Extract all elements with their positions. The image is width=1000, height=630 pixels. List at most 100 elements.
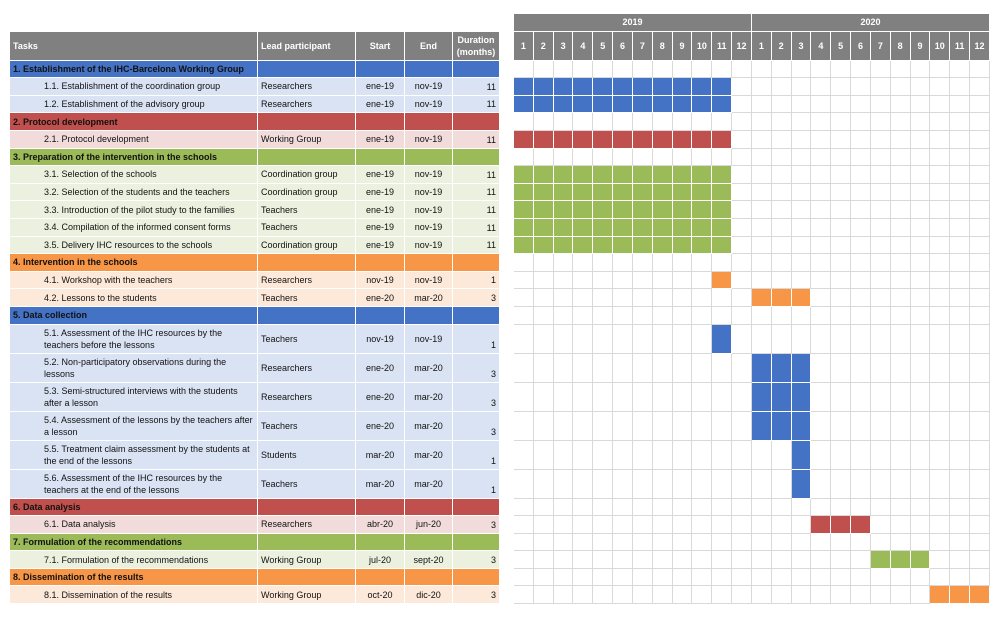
gantt-bar-cell: [672, 78, 693, 96]
timeline-cell: [950, 353, 971, 383]
task-lead: Researchers: [258, 353, 356, 383]
timeline-cell: [732, 148, 752, 167]
gantt-bar-cell: [791, 440, 812, 470]
gap: [500, 469, 514, 499]
timeline-cell: [930, 95, 951, 114]
section-row: 3. Preparation of the intervention in th…: [10, 148, 990, 167]
gantt-bar-cell: [573, 78, 594, 96]
task-lead: Researchers: [258, 516, 356, 534]
timeline-cell: [632, 60, 653, 79]
task-row: 3.4. Compilation of the informed consent…: [10, 218, 990, 237]
timeline-cell: [851, 201, 871, 219]
timeline-cell: [751, 148, 772, 167]
timeline-cell: [732, 183, 752, 202]
task-name: 3.4. Compilation of the informed consent…: [10, 218, 258, 237]
year-headers: 2019 2020: [514, 14, 990, 32]
gantt-bar-cell: [533, 183, 554, 202]
timeline-cell: [573, 469, 594, 499]
timeline-cell: [751, 568, 772, 587]
section-title: 4. Intervention in the schools: [10, 254, 258, 272]
section-row: 4. Intervention in the schools: [10, 254, 990, 272]
gantt-bar-cell: [593, 218, 614, 237]
section-cell: [258, 60, 356, 79]
task-name: 1.2. Establishment of the advisory group: [10, 95, 258, 114]
timeline-cell: [851, 306, 871, 325]
month-header: 12: [732, 31, 752, 61]
timeline-cell: [811, 469, 832, 499]
gantt-bar-cell: [851, 516, 871, 534]
gantt-bar-cell: [593, 95, 614, 114]
timeline-cell: [771, 551, 792, 569]
timeline-cell: [831, 183, 852, 202]
timeline-cell: [533, 254, 554, 272]
task-start: jul-20: [356, 551, 405, 569]
timeline-cell: [970, 440, 990, 470]
timeline-cell: [851, 533, 871, 552]
timeline-cell: [870, 95, 891, 114]
timeline-cell: [851, 254, 871, 272]
task-row: 1.2. Establishment of the advisory group…: [10, 95, 990, 114]
timeline-cell: [613, 533, 633, 552]
timeline-cell: [791, 516, 812, 534]
timeline-cell: [751, 113, 772, 131]
timeline-cell: [613, 289, 633, 307]
task-end: nov-19: [405, 271, 453, 290]
month-header: 3: [553, 31, 574, 61]
task-name: 6.1. Data analysis: [10, 516, 258, 534]
timeline-cell: [910, 516, 931, 534]
timeline-cell: [910, 130, 931, 149]
gantt-bar-cell: [672, 166, 693, 184]
timeline-cell: [791, 78, 812, 96]
timeline-cell: [851, 78, 871, 96]
timeline-cell: [870, 271, 891, 290]
timeline-cell: [712, 469, 733, 499]
timeline-cell: [930, 533, 951, 552]
task-lead: Researchers: [258, 78, 356, 96]
timeline-cell: [573, 411, 594, 441]
section-cell: [356, 533, 405, 552]
timeline-cell: [870, 586, 891, 605]
gantt-bar-cell: [831, 516, 852, 534]
timeline-cell: [573, 148, 594, 167]
gap: [500, 271, 514, 290]
timeline-cell: [712, 498, 733, 517]
timeline-cell: [751, 440, 772, 470]
timeline-cell: [811, 166, 832, 184]
timeline-cell: [533, 411, 554, 441]
timeline-cell: [553, 440, 574, 470]
timeline-cell: [751, 498, 772, 517]
timeline-cell: [573, 551, 594, 569]
timeline-cell: [950, 324, 971, 354]
timeline-cell: [652, 60, 673, 79]
gantt-bar-cell: [632, 130, 653, 149]
month-header: 3: [791, 31, 812, 61]
timeline-cell: [672, 148, 693, 167]
timeline-cells: [514, 183, 990, 202]
timeline-cell: [970, 324, 990, 354]
timeline-cell: [950, 201, 971, 219]
timeline-cell: [751, 236, 772, 255]
timeline-cell: [632, 516, 653, 534]
timeline-cell: [613, 382, 633, 412]
task-name: 3.5. Delivery IHC resources to the schoo…: [10, 236, 258, 255]
section-row: 8. Dissemination of the results: [10, 568, 990, 587]
timeline-cell: [652, 306, 673, 325]
timeline-cell: [652, 498, 673, 517]
task-name: 2.1. Protocol development: [10, 130, 258, 149]
timeline-cell: [712, 289, 733, 307]
timeline-cell: [593, 411, 614, 441]
timeline-cell: [672, 411, 693, 441]
timeline-cell: [632, 271, 653, 290]
timeline-cell: [732, 551, 752, 569]
timeline-cell: [514, 551, 534, 569]
gantt-bar-cell: [613, 236, 633, 255]
section-cell: [356, 568, 405, 587]
timeline-cell: [970, 306, 990, 325]
timeline-cell: [553, 469, 574, 499]
timeline-cell: [732, 95, 752, 114]
gantt-bar-cell: [593, 183, 614, 202]
month-header: 5: [831, 31, 852, 61]
timeline-cell: [751, 271, 772, 290]
gantt-bar-cell: [910, 551, 931, 569]
timeline-cells: [514, 551, 990, 569]
